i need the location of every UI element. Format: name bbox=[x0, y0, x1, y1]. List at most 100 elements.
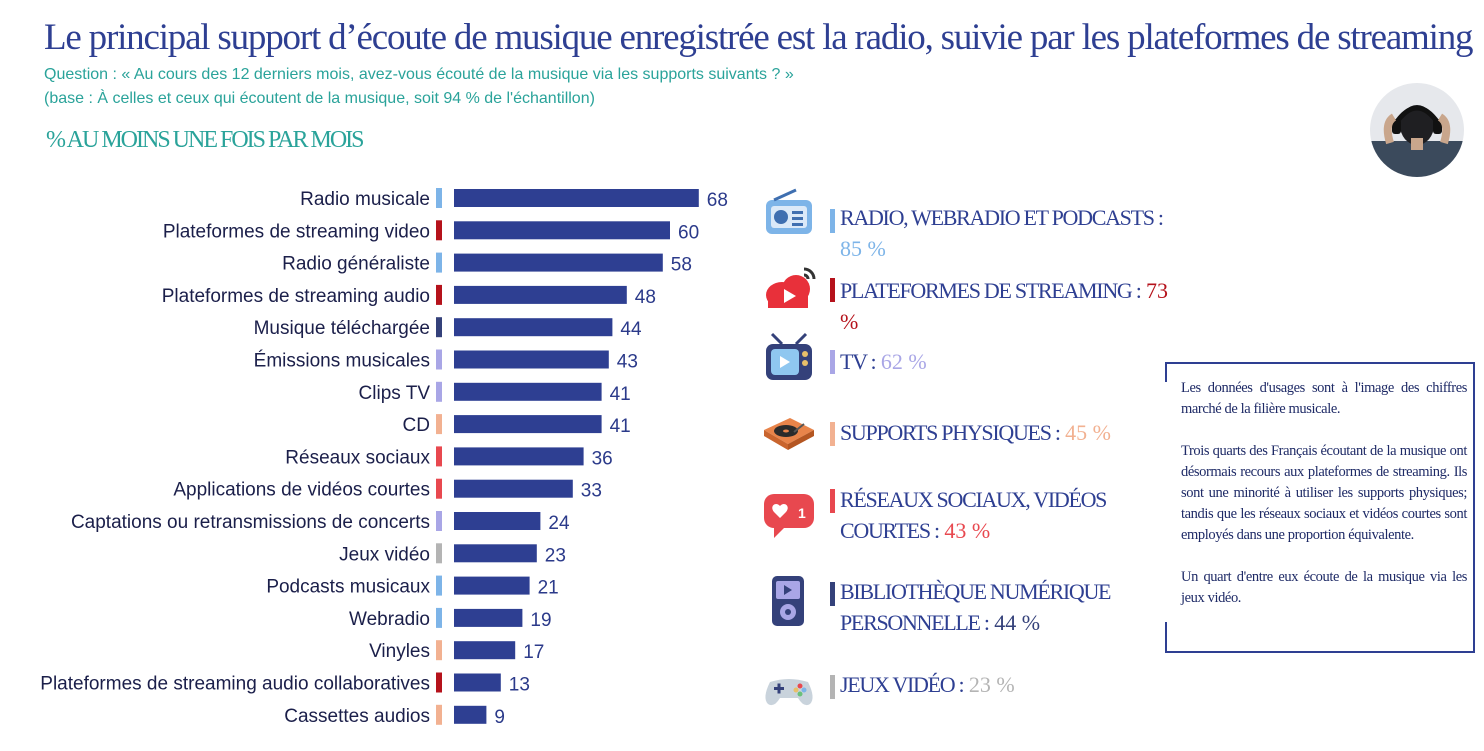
category-color-marker bbox=[436, 478, 442, 499]
bar bbox=[454, 285, 627, 304]
tv-icon bbox=[760, 330, 818, 388]
category-color-marker bbox=[436, 607, 442, 628]
category-color-marker bbox=[436, 317, 442, 338]
category-label: Plateformes de streaming audio bbox=[162, 286, 430, 307]
info-box-bottom-border bbox=[1165, 651, 1475, 653]
legend-color-marker bbox=[830, 422, 835, 446]
gamepad-icon bbox=[760, 660, 818, 718]
category-label: Cassettes audios bbox=[284, 706, 430, 727]
bar bbox=[454, 608, 523, 627]
category-color-marker bbox=[436, 704, 442, 725]
category-label: CD bbox=[403, 415, 430, 436]
bar bbox=[454, 512, 541, 530]
value-label: 43 bbox=[617, 352, 638, 373]
category-color-marker bbox=[436, 511, 442, 531]
media-player-icon bbox=[760, 572, 818, 630]
category-color-marker bbox=[436, 543, 442, 564]
page-title: Le principal support d’écoute de musique… bbox=[44, 17, 1474, 58]
svg-text:1: 1 bbox=[798, 505, 806, 521]
bar bbox=[454, 544, 537, 563]
info-paragraph-3: Un quart d'entre eux écoute de la musiqu… bbox=[1181, 569, 1467, 606]
category-label: Webradio bbox=[349, 609, 430, 630]
category-label: Réseaux sociaux bbox=[285, 447, 430, 468]
bar bbox=[454, 447, 584, 466]
base-text: (base : À celles et ceux qui écoutent de… bbox=[44, 90, 595, 107]
legend-label: RÉSEAUX SOCIAUX, VIDÉOS COURTES : bbox=[840, 487, 1107, 543]
legend-value: 43 % bbox=[938, 518, 991, 543]
bar bbox=[454, 576, 530, 595]
value-label: 41 bbox=[610, 416, 631, 437]
bar bbox=[454, 382, 602, 401]
legend-value: 85 % bbox=[840, 236, 886, 261]
category-label: Captations ou retransmissions de concert… bbox=[71, 512, 430, 533]
legend-color-marker bbox=[830, 350, 835, 374]
category-label: Podcasts musicaux bbox=[266, 577, 430, 598]
legend-text: RÉSEAUX SOCIAUX, VIDÉOS COURTES : 43 % bbox=[840, 484, 1180, 546]
legend-color-marker bbox=[830, 209, 835, 233]
bar bbox=[454, 253, 663, 272]
category-color-marker bbox=[436, 575, 442, 596]
legend-label: RADIO, WEBRADIO ET PODCASTS : bbox=[840, 205, 1164, 230]
category-label: Émissions musicales bbox=[254, 351, 430, 372]
legend-value: 44 % bbox=[988, 610, 1041, 635]
category-color-marker bbox=[436, 252, 442, 273]
question-text: Question : « Au cours des 12 derniers mo… bbox=[44, 66, 794, 83]
category-color-marker bbox=[436, 188, 442, 208]
category-color-marker bbox=[436, 446, 442, 467]
value-label: 24 bbox=[548, 513, 570, 534]
value-label: 19 bbox=[530, 610, 551, 631]
legend-value: 45 % bbox=[1059, 420, 1111, 445]
category-color-marker bbox=[436, 349, 442, 370]
headphones-person-avatar bbox=[1370, 83, 1464, 177]
category-label: Applications de vidéos courtes bbox=[173, 480, 430, 501]
bar bbox=[454, 641, 516, 660]
value-label: 48 bbox=[635, 287, 656, 308]
radio-icon bbox=[760, 186, 818, 244]
bar-chart: Radio musicale 68 Plateformes de streaming… bbox=[40, 188, 728, 728]
value-label: 68 bbox=[707, 190, 728, 211]
category-color-marker bbox=[436, 381, 442, 402]
bar bbox=[454, 189, 699, 207]
legend-label: BIBLIOTHÈQUE NUMÉRIQUE PERSONNELLE : bbox=[840, 579, 1112, 635]
category-label: Jeux vidéo bbox=[339, 544, 430, 565]
info-paragraph-1: Les données d'usages sont à l'image des … bbox=[1181, 380, 1467, 417]
legend-value: 62 % bbox=[875, 349, 927, 374]
legend-color-marker bbox=[830, 675, 835, 699]
value-label: 13 bbox=[509, 675, 530, 696]
category-color-marker bbox=[436, 414, 442, 435]
legend-text: BIBLIOTHÈQUE NUMÉRIQUE PERSONNELLE : 44 … bbox=[840, 576, 1180, 638]
legend-label: SUPPORTS PHYSIQUES : bbox=[840, 420, 1061, 445]
legend-color-marker bbox=[830, 489, 835, 513]
category-label: Plateformes de streaming audio collabora… bbox=[40, 674, 430, 695]
value-label: 36 bbox=[592, 448, 613, 469]
section-label: % AU MOINS UNE FOIS PAR MOIS bbox=[46, 127, 365, 153]
bar bbox=[454, 479, 573, 498]
turntable-icon bbox=[760, 400, 818, 458]
bar bbox=[454, 705, 487, 724]
legend-label: JEUX VIDÉO : bbox=[840, 672, 965, 697]
info-paragraph-2: Trois quarts des Français écoutant de la… bbox=[1181, 443, 1467, 543]
category-color-marker bbox=[436, 220, 442, 241]
category-label: Vinyles bbox=[369, 641, 430, 662]
value-label: 41 bbox=[610, 384, 631, 405]
legend-color-marker bbox=[830, 582, 835, 606]
value-label: 58 bbox=[671, 255, 692, 276]
category-color-marker bbox=[436, 284, 442, 305]
category-label: Plateformes de streaming video bbox=[163, 221, 430, 242]
bar bbox=[454, 673, 501, 692]
social-heart-icon: 1 bbox=[760, 484, 818, 542]
bar bbox=[454, 318, 613, 337]
cloud-streaming-icon bbox=[760, 259, 818, 317]
bar bbox=[454, 221, 670, 240]
info-box: Les données d'usages sont à l'image des … bbox=[1165, 362, 1475, 652]
legend-value: 23 % bbox=[963, 672, 1015, 697]
category-label: Musique téléchargée bbox=[254, 318, 430, 339]
value-label: 21 bbox=[538, 578, 559, 599]
value-label: 23 bbox=[545, 545, 566, 566]
legend-text: TV : 62 % bbox=[840, 346, 1180, 377]
legend-label: TV : bbox=[840, 349, 877, 374]
bar bbox=[454, 415, 602, 434]
value-label: 44 bbox=[620, 319, 642, 340]
legend-label: PLATEFORMES DE STREAMING : bbox=[840, 278, 1142, 303]
category-label: Radio généraliste bbox=[282, 254, 430, 275]
